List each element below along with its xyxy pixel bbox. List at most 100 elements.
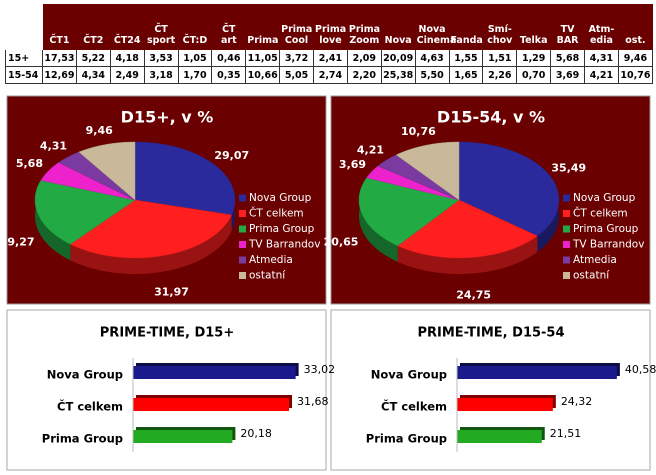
- slice-label: 19,27: [0, 236, 35, 249]
- table-row: 15+ 17,53 5,22 4,18 3,53 1,05 0,46 11,05 3,72 2,4…: [5, 49, 654, 67]
- cell: 10,76: [617, 66, 654, 84]
- cell: 4,21: [584, 66, 619, 84]
- slice-side: [397, 235, 538, 274]
- slice-side: [35, 180, 71, 261]
- legend-label: ČT celkem: [249, 207, 304, 220]
- legend-label: ostatní: [249, 270, 286, 282]
- bar-panel: [330, 309, 651, 471]
- column-header: Smí- chov: [482, 4, 518, 50]
- column-header: Atm- edia: [584, 4, 619, 50]
- slice-side: [70, 214, 232, 274]
- column-header: Fanda: [448, 4, 484, 50]
- legend-label: Nova Group: [249, 192, 312, 204]
- legend-swatch: [563, 272, 570, 279]
- column-header: ČT2: [75, 4, 111, 50]
- legend-swatch: [239, 256, 246, 264]
- pie-slice: [358, 177, 460, 247]
- column-header: ČT:D: [177, 4, 213, 50]
- row-label: 15+: [5, 49, 43, 67]
- pie-slice: [134, 141, 236, 216]
- chart-title: D15+, v %: [121, 108, 214, 127]
- cell: 5,05: [279, 66, 314, 84]
- value-label: 40,58: [625, 363, 656, 376]
- cell: 2,20: [346, 66, 382, 84]
- chart-title: PRIME-TIME, D15-54: [417, 326, 564, 341]
- column-header: ČT art: [211, 4, 247, 50]
- bar: [457, 398, 553, 411]
- legend-swatch: [563, 241, 570, 248]
- value-label: 33,02: [304, 363, 336, 376]
- legend-label: Prima Group: [249, 223, 315, 235]
- column-header: Prima love: [313, 4, 348, 50]
- pie-slice: [366, 165, 460, 201]
- category-label: ČT celkem: [57, 399, 123, 414]
- legend-label: Prima Group: [573, 223, 639, 235]
- slice-label: 4,31: [40, 139, 67, 152]
- column-header: Telka: [516, 4, 552, 50]
- slice-label: 20,65: [324, 235, 359, 248]
- column-header: Prima Zoom: [346, 4, 382, 50]
- slice-side: [359, 177, 398, 262]
- legend-swatch: [239, 194, 246, 202]
- slice-label: 4,21: [357, 143, 384, 156]
- slice-label: 10,76: [401, 125, 436, 138]
- table-body: 15+ 17,53 5,22 4,18 3,53 1,05 0,46 11,05 3,72 2,4…: [5, 49, 654, 84]
- legend-label: Nova Group: [573, 192, 636, 204]
- share-table: ČT1 ČT2 ČT24 ČT sport ČT:D ČT art Prima Prima C…: [5, 4, 654, 84]
- column-header: Nova Cinema: [414, 4, 456, 50]
- value-label: 20,18: [240, 427, 272, 440]
- cell: 0,35: [211, 66, 247, 84]
- slice-label: 24,75: [456, 288, 491, 301]
- legend-label: ostatní: [573, 270, 610, 282]
- legend-label: ČT celkem: [573, 207, 628, 220]
- pie-slice: [69, 199, 233, 259]
- slice-label: 3,69: [339, 158, 366, 171]
- pie-slice: [34, 180, 136, 245]
- pie-slice: [58, 151, 136, 201]
- column-header: Prima Cool: [279, 4, 314, 50]
- pie-slice: [458, 141, 560, 237]
- pie-slice: [40, 162, 136, 201]
- table-row: 15-54 12,69 4,34 2,49 3,18 1,70 0,35 10,66 5,05 2…: [5, 66, 654, 84]
- pie-slice: [377, 154, 460, 201]
- slice-label: 31,97: [154, 286, 189, 299]
- cell: 1,65: [448, 66, 484, 84]
- column-header: TV BAR: [550, 4, 585, 50]
- value-label: 31,68: [297, 395, 329, 408]
- row-label: 15-54: [5, 66, 43, 84]
- legend-swatch: [239, 225, 246, 233]
- pie-slice: [397, 199, 538, 259]
- column-header: ČT sport: [143, 4, 179, 50]
- legend-swatch: [563, 194, 570, 202]
- column-header: ost.: [617, 4, 654, 50]
- legend-label: Atmedia: [573, 254, 617, 266]
- slice-label: 9,46: [86, 124, 113, 137]
- legend-label: Atmedia: [249, 254, 293, 266]
- category-label: Prima Group: [366, 432, 447, 446]
- legend-swatch: [563, 256, 570, 264]
- cell: 3,18: [143, 66, 179, 84]
- legend-swatch: [239, 210, 246, 217]
- column-header: Nova: [380, 4, 416, 50]
- header-row: ČT1 ČT2 ČT24 ČT sport ČT:D ČT art Prima Prima C…: [5, 4, 654, 50]
- legend-swatch: [239, 241, 246, 248]
- category-label: ČT celkem: [381, 399, 447, 414]
- category-label: Prima Group: [42, 432, 123, 446]
- pie-slice: [395, 141, 460, 201]
- bar: [457, 366, 617, 379]
- category-label: Nova Group: [47, 368, 123, 382]
- bar: [133, 366, 296, 379]
- value-label: 24,32: [561, 395, 593, 408]
- slice-label: 5,68: [16, 157, 43, 170]
- legend-swatch: [239, 272, 246, 279]
- chart-title: D15-54, v %: [437, 108, 545, 127]
- corner: [5, 4, 43, 50]
- legend-swatch: [563, 225, 570, 233]
- bar: [133, 430, 233, 443]
- legend-label: TV Barrandov: [248, 239, 320, 251]
- slice-label: 35,49: [551, 162, 586, 175]
- bar: [457, 430, 542, 443]
- slice-label: 29,07: [214, 149, 249, 162]
